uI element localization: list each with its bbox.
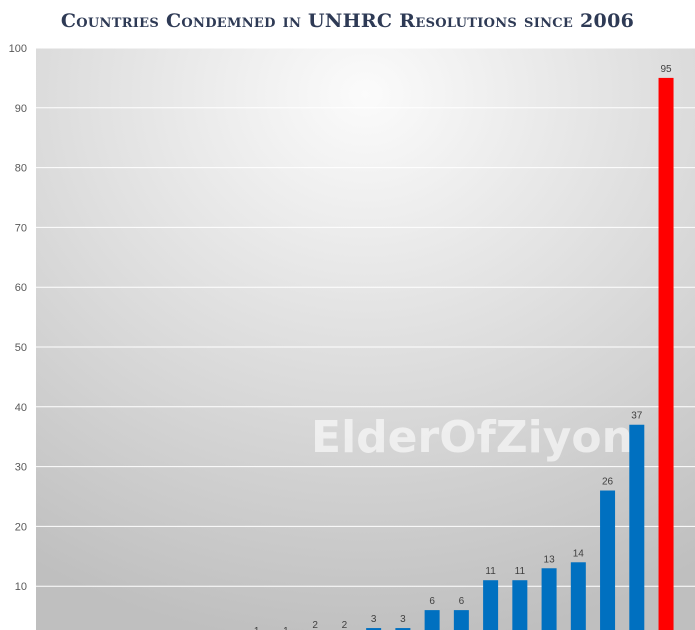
data-label: 2 bbox=[342, 620, 348, 630]
bar bbox=[424, 610, 440, 630]
data-label: 2 bbox=[312, 620, 318, 630]
y-tick-label: 90 bbox=[15, 103, 27, 115]
bar bbox=[512, 580, 528, 630]
data-label: 6 bbox=[429, 596, 435, 607]
y-tick-label: 60 bbox=[15, 282, 27, 294]
data-label: 11 bbox=[485, 566, 496, 577]
bar bbox=[600, 490, 616, 630]
bar bbox=[366, 628, 382, 630]
data-label: 95 bbox=[660, 64, 672, 75]
bar bbox=[629, 424, 645, 630]
watermark-text: ElderOfZiyon bbox=[311, 412, 633, 463]
bar bbox=[658, 77, 674, 630]
y-tick-label: 10 bbox=[15, 581, 27, 593]
bar bbox=[570, 562, 586, 630]
y-tick-label: 100 bbox=[9, 43, 27, 55]
bars bbox=[366, 77, 674, 630]
plot-area bbox=[36, 48, 695, 630]
bar bbox=[483, 580, 499, 630]
y-tick-label: 50 bbox=[15, 342, 27, 354]
y-tick-label: 20 bbox=[15, 521, 27, 533]
y-tick-label: 80 bbox=[15, 163, 27, 175]
data-label: 1 bbox=[254, 626, 260, 630]
bar bbox=[541, 568, 557, 630]
y-tick-label: 40 bbox=[15, 402, 27, 414]
data-label: 1 bbox=[283, 626, 289, 630]
data-labels: 1122336611111314263795 bbox=[254, 64, 672, 630]
data-label: 6 bbox=[459, 596, 465, 607]
bar bbox=[395, 628, 411, 630]
bar bbox=[453, 610, 469, 630]
y-tick-label: 30 bbox=[15, 462, 27, 474]
y-axis-ticks: 10 20 30 40 50 60 70 80 90 100 bbox=[9, 43, 27, 593]
data-label: 11 bbox=[515, 566, 526, 577]
y-tick-label: 70 bbox=[15, 222, 27, 234]
gridlines bbox=[36, 47, 695, 587]
data-label: 26 bbox=[602, 477, 614, 488]
data-label: 3 bbox=[400, 614, 406, 625]
data-label: 3 bbox=[371, 614, 377, 625]
chart-title: Countries Condemned in UNHRC Resolutions… bbox=[60, 10, 635, 32]
data-label: 14 bbox=[573, 548, 585, 559]
data-label: 13 bbox=[544, 554, 556, 565]
data-label: 37 bbox=[631, 411, 643, 422]
